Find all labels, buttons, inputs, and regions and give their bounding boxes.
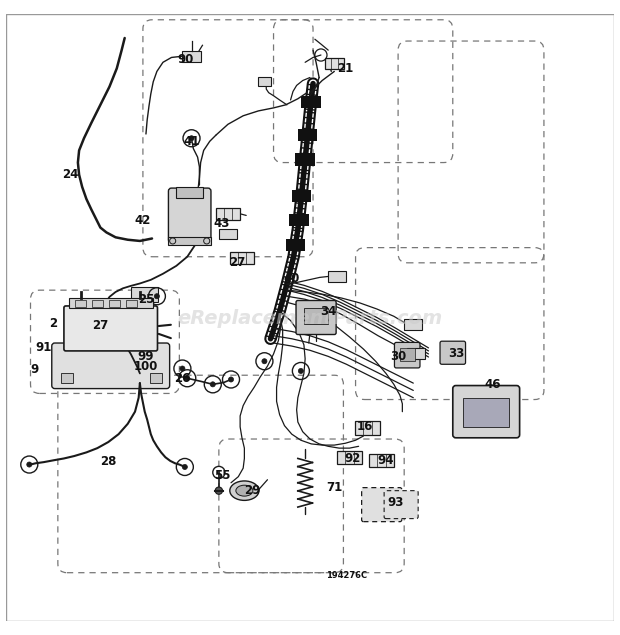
Text: 34: 34 <box>320 305 337 318</box>
Text: 24: 24 <box>62 168 78 181</box>
Bar <box>258 77 271 86</box>
FancyBboxPatch shape <box>384 491 418 519</box>
Bar <box>355 422 381 435</box>
Bar <box>230 252 254 264</box>
Text: 26: 26 <box>174 371 190 385</box>
Bar <box>298 129 317 142</box>
Text: 9: 9 <box>30 363 39 376</box>
Text: 46: 46 <box>484 378 500 391</box>
Circle shape <box>180 366 185 371</box>
Circle shape <box>298 368 303 373</box>
Bar <box>337 451 362 464</box>
Circle shape <box>262 359 267 364</box>
Bar <box>301 96 321 108</box>
Bar <box>109 300 120 307</box>
Circle shape <box>228 377 234 382</box>
Text: 16: 16 <box>356 420 373 433</box>
Text: 92: 92 <box>344 452 361 465</box>
Bar <box>404 319 422 330</box>
Text: 25: 25 <box>138 293 154 306</box>
Text: 40: 40 <box>283 272 300 284</box>
FancyBboxPatch shape <box>64 306 157 351</box>
Text: 43: 43 <box>214 217 230 230</box>
Circle shape <box>189 136 194 141</box>
Text: 71: 71 <box>326 481 342 494</box>
Text: eReplacementParts.com: eReplacementParts.com <box>177 309 443 328</box>
Bar <box>295 154 315 166</box>
Bar <box>325 58 344 69</box>
Text: 90: 90 <box>177 53 193 66</box>
Bar <box>69 298 153 308</box>
Text: 33: 33 <box>448 347 464 361</box>
Text: 99: 99 <box>138 351 154 363</box>
FancyBboxPatch shape <box>169 188 211 243</box>
Circle shape <box>154 293 159 299</box>
Circle shape <box>182 464 187 469</box>
Text: 27: 27 <box>229 257 246 269</box>
Text: 2: 2 <box>50 317 58 330</box>
Bar <box>75 300 86 307</box>
Circle shape <box>185 376 190 381</box>
Bar <box>463 398 509 427</box>
Text: 29: 29 <box>244 484 260 497</box>
Text: 30: 30 <box>390 351 406 363</box>
Text: 91: 91 <box>36 342 52 354</box>
FancyBboxPatch shape <box>296 300 336 335</box>
FancyBboxPatch shape <box>453 385 520 438</box>
Text: 41: 41 <box>184 135 200 148</box>
Bar <box>61 373 73 382</box>
Bar <box>149 373 162 382</box>
FancyBboxPatch shape <box>361 488 402 522</box>
Bar <box>176 187 203 198</box>
Bar <box>219 229 237 239</box>
FancyBboxPatch shape <box>394 342 420 368</box>
Text: 27: 27 <box>92 319 108 332</box>
Text: 194276C: 194276C <box>326 572 367 580</box>
Text: 94: 94 <box>378 454 394 467</box>
Bar <box>328 271 347 282</box>
Circle shape <box>210 382 215 387</box>
FancyBboxPatch shape <box>51 343 170 389</box>
Text: 28: 28 <box>100 455 117 468</box>
Circle shape <box>215 487 223 494</box>
Bar <box>169 237 211 244</box>
Bar <box>92 300 103 307</box>
Text: 55: 55 <box>214 469 230 482</box>
Circle shape <box>27 462 32 467</box>
Ellipse shape <box>230 481 259 500</box>
Bar <box>126 300 137 307</box>
Text: 42: 42 <box>135 214 151 227</box>
Bar <box>216 208 240 220</box>
FancyBboxPatch shape <box>440 341 466 364</box>
Text: 100: 100 <box>134 359 158 373</box>
Text: 21: 21 <box>337 62 353 75</box>
Bar <box>289 214 309 226</box>
Bar <box>182 51 202 62</box>
Bar <box>292 190 311 202</box>
Bar <box>286 239 305 251</box>
Bar <box>407 349 425 359</box>
Bar <box>304 309 328 324</box>
Bar <box>400 348 415 361</box>
Bar <box>131 287 158 302</box>
Ellipse shape <box>236 485 253 496</box>
Bar <box>369 453 394 467</box>
Text: 93: 93 <box>387 497 403 509</box>
